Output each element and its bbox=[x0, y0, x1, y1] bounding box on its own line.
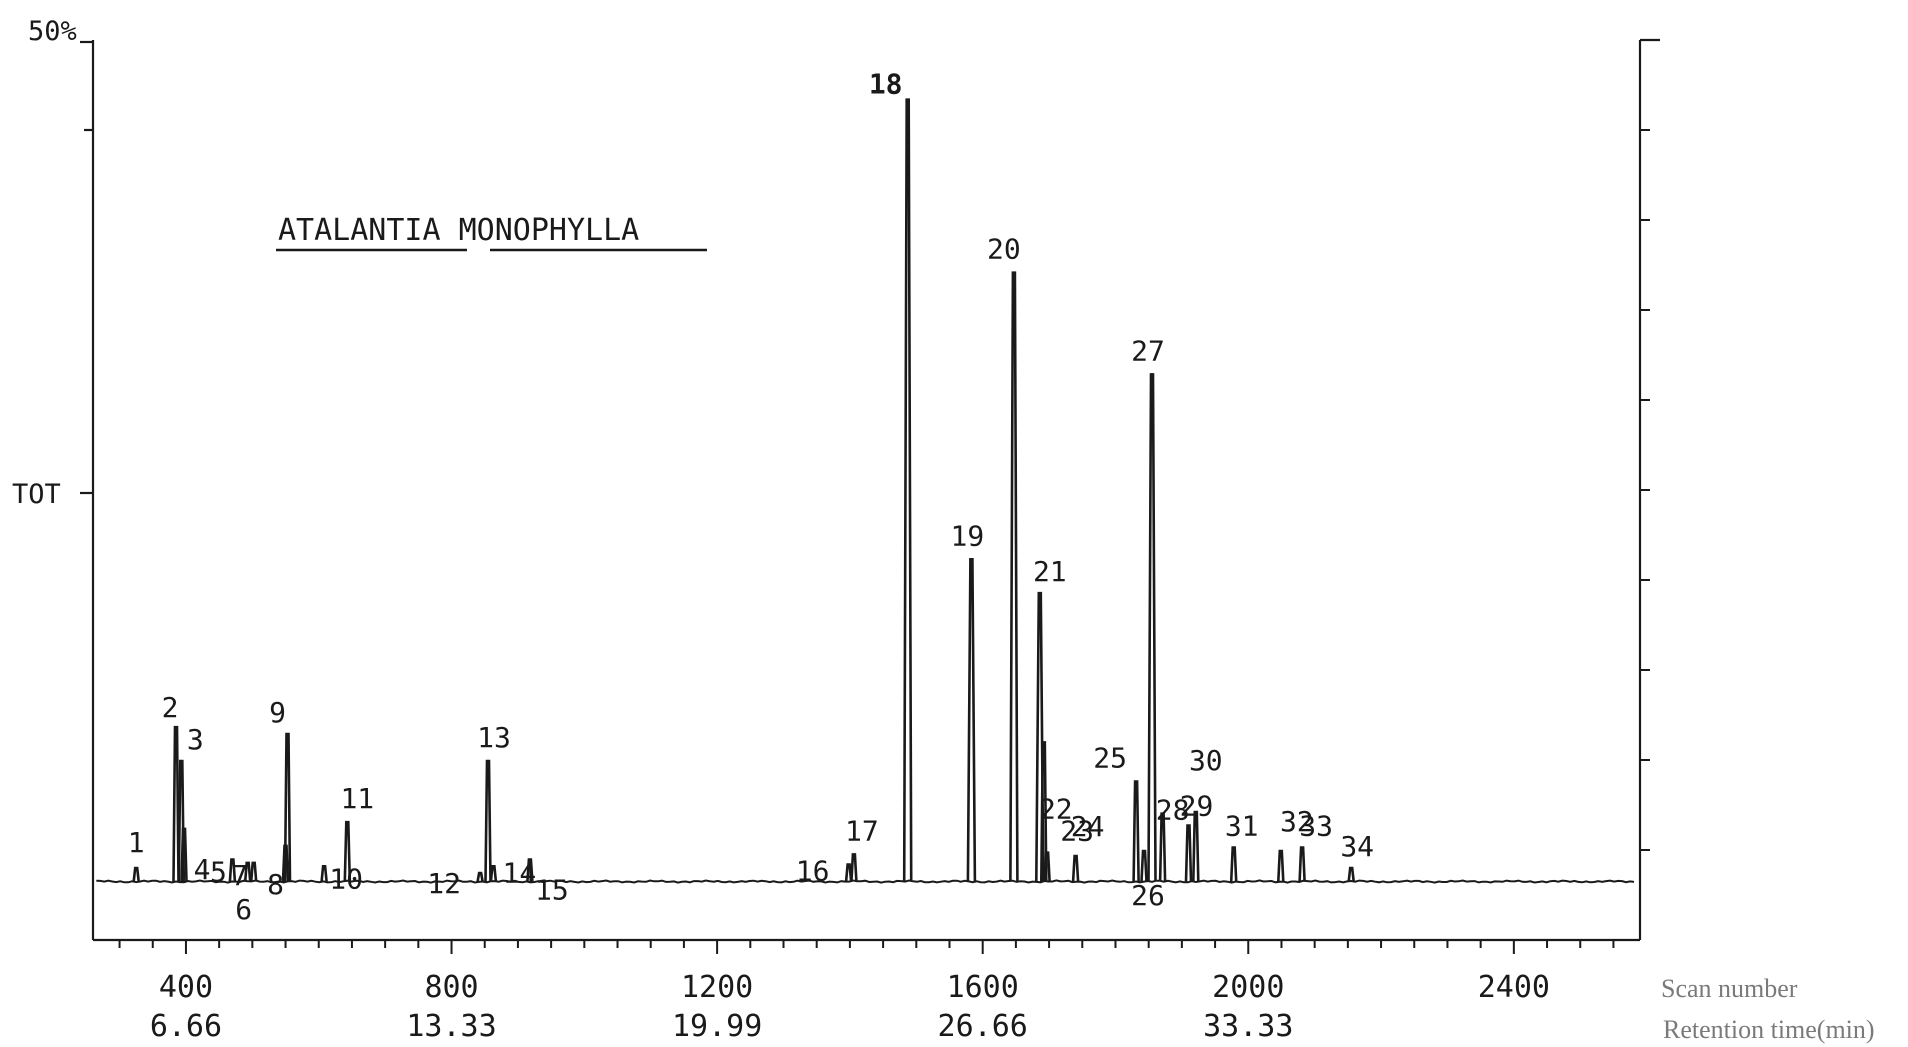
peak-label-11: 11 bbox=[340, 782, 374, 815]
x-tick-label-scan: 1200 bbox=[681, 970, 753, 1005]
peak-label-12: 12 bbox=[427, 867, 461, 900]
peak-label-29: 29 bbox=[1180, 790, 1214, 823]
peak-2 bbox=[172, 725, 180, 882]
y-tot-label: TOT bbox=[12, 479, 61, 510]
chart-title: ATALANTIA MONOPHYLLA bbox=[278, 213, 639, 248]
peak-26 bbox=[1140, 849, 1148, 882]
x-tick-label-scan: 800 bbox=[424, 970, 478, 1005]
peak-28 bbox=[1158, 812, 1167, 882]
peak-label-17: 17 bbox=[845, 814, 879, 847]
peak-32 bbox=[1277, 849, 1285, 882]
peak-22 bbox=[1040, 741, 1048, 882]
x-tick-label-scan: 1600 bbox=[947, 970, 1019, 1005]
peak-16 bbox=[844, 863, 853, 882]
peak-11 bbox=[343, 820, 352, 882]
peak-label-4: 4 bbox=[194, 853, 211, 886]
peak-label-14: 14 bbox=[503, 856, 537, 889]
peak-25 bbox=[1132, 780, 1140, 882]
peak-21 bbox=[1035, 591, 1045, 882]
peaks bbox=[132, 98, 1355, 882]
peak-label-9: 9 bbox=[269, 696, 286, 729]
x-tick-label-scan: 2000 bbox=[1212, 970, 1284, 1005]
peak-6 bbox=[243, 861, 252, 882]
peak-label-2: 2 bbox=[162, 691, 179, 724]
scan-number-label: Scan number bbox=[1661, 974, 1798, 1003]
peak-9 bbox=[283, 732, 292, 882]
x-tick-label-retention: 6.66 bbox=[150, 1009, 222, 1044]
peak-23 bbox=[1043, 851, 1051, 882]
peak-label-21: 21 bbox=[1033, 555, 1067, 588]
right-y-ticks bbox=[1640, 129, 1650, 851]
peak-label-15: 15 bbox=[535, 874, 569, 907]
peak-15 bbox=[526, 858, 534, 882]
peak-7 bbox=[249, 861, 258, 882]
peak-label-25: 25 bbox=[1093, 742, 1127, 775]
x-tick-label-retention: 19.99 bbox=[672, 1009, 762, 1044]
peak-29 bbox=[1184, 824, 1193, 882]
retention-time-label: Retention time(min) bbox=[1663, 1015, 1875, 1044]
peak-24 bbox=[1071, 854, 1080, 882]
x-tick-label-retention: 13.33 bbox=[406, 1009, 496, 1044]
peak-label-6: 6 bbox=[235, 893, 252, 926]
peak-5 bbox=[228, 858, 237, 882]
peak-label-28: 28 bbox=[1156, 794, 1190, 827]
peak-3 bbox=[177, 759, 186, 882]
peak-label-7: 7 bbox=[231, 859, 248, 892]
peak-19 bbox=[966, 558, 977, 882]
peak-label-30: 30 bbox=[1189, 744, 1223, 777]
peak-label-33: 33 bbox=[1299, 810, 1333, 843]
peak-12 bbox=[476, 871, 484, 882]
peak-label-24: 24 bbox=[1071, 810, 1105, 843]
peak-label-3: 3 bbox=[187, 723, 204, 756]
peak-17 bbox=[850, 853, 858, 882]
peak-10 bbox=[320, 865, 328, 882]
peak-label-27: 27 bbox=[1131, 334, 1165, 367]
peak-label-34: 34 bbox=[1340, 830, 1374, 863]
peak-label-19: 19 bbox=[951, 519, 985, 552]
peak-label-1: 1 bbox=[128, 826, 145, 859]
baseline-trace bbox=[96, 879, 1635, 884]
peak-label-5: 5 bbox=[210, 856, 227, 889]
peak-4 bbox=[180, 827, 188, 882]
peak-label-8: 8 bbox=[267, 868, 284, 901]
x-tick-label-scan: 400 bbox=[159, 970, 213, 1005]
x-tick-label-retention: 33.33 bbox=[1203, 1009, 1293, 1044]
peak-label-22: 22 bbox=[1039, 792, 1073, 825]
x-tick-label-retention: 26.66 bbox=[938, 1009, 1028, 1044]
peak-18 bbox=[902, 98, 913, 882]
peak-label-26: 26 bbox=[1131, 879, 1165, 912]
peak-14 bbox=[489, 865, 498, 882]
peak-34 bbox=[1347, 866, 1355, 882]
peak-1 bbox=[132, 866, 140, 882]
peak-label-23: 23 bbox=[1060, 815, 1094, 848]
x-ticks: 400 6.66 800 13.33 1200 19.99 1600 26.66 2000 33.… bbox=[118, 940, 1615, 1044]
peak-33 bbox=[1298, 846, 1306, 882]
peak-30 bbox=[1192, 810, 1200, 882]
peak-13 bbox=[484, 759, 492, 882]
peak-label-18: 18 bbox=[869, 68, 903, 101]
peak-label-31: 31 bbox=[1225, 810, 1259, 843]
peak-label-16: 16 bbox=[796, 855, 830, 888]
y-top-label: 50% bbox=[28, 16, 77, 47]
peak-31 bbox=[1229, 846, 1238, 882]
peak-label-13: 13 bbox=[477, 721, 511, 754]
peak-label-10: 10 bbox=[329, 862, 363, 895]
x-tick-label-scan: 2400 bbox=[1478, 970, 1550, 1005]
peak-27 bbox=[1147, 373, 1157, 882]
peak-label-32: 32 bbox=[1280, 805, 1314, 838]
peak-20 bbox=[1009, 271, 1019, 882]
peak-label-20: 20 bbox=[987, 233, 1021, 266]
